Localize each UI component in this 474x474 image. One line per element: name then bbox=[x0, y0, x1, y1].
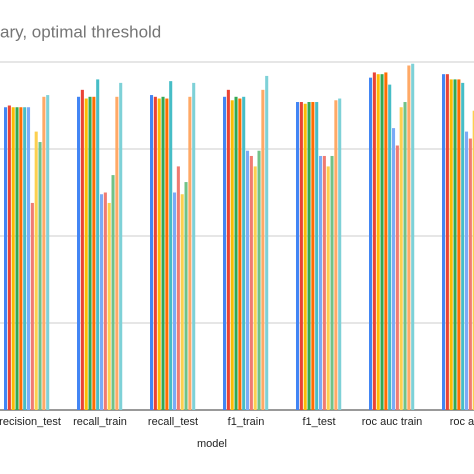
x-axis-label: model bbox=[197, 438, 227, 450]
bar bbox=[42, 96, 46, 411]
bar bbox=[380, 74, 384, 411]
bar bbox=[157, 98, 161, 410]
bar bbox=[176, 166, 180, 410]
bar bbox=[372, 72, 376, 410]
x-tick-label: roc auc train bbox=[362, 416, 423, 428]
bar bbox=[319, 155, 323, 410]
bar bbox=[115, 96, 119, 411]
bar bbox=[384, 72, 388, 410]
bar bbox=[445, 74, 449, 411]
bar bbox=[296, 102, 300, 411]
bar bbox=[246, 150, 250, 411]
bar bbox=[392, 128, 396, 410]
bar bbox=[403, 102, 407, 411]
bar bbox=[330, 155, 334, 410]
bar bbox=[226, 89, 230, 410]
bar bbox=[153, 96, 157, 411]
bar bbox=[107, 202, 111, 410]
bar bbox=[46, 95, 50, 410]
bar bbox=[23, 107, 27, 411]
bar bbox=[307, 102, 311, 411]
bar bbox=[453, 79, 457, 411]
bar bbox=[234, 96, 238, 411]
bar bbox=[472, 110, 474, 410]
bar bbox=[169, 81, 173, 410]
bar bbox=[192, 82, 196, 410]
bar bbox=[457, 79, 461, 411]
x-tick-label: f1_test bbox=[302, 416, 335, 428]
bar bbox=[150, 95, 154, 410]
bar bbox=[103, 192, 107, 410]
bar bbox=[257, 150, 261, 411]
bar bbox=[96, 79, 100, 411]
bar bbox=[399, 107, 403, 411]
bar bbox=[315, 102, 319, 411]
bar bbox=[376, 74, 380, 411]
x-tick-label: roc au bbox=[450, 416, 474, 428]
bar bbox=[468, 138, 472, 410]
bar bbox=[322, 155, 326, 410]
bar bbox=[111, 175, 115, 410]
bar bbox=[77, 96, 81, 411]
bar bbox=[100, 194, 104, 410]
bar bbox=[388, 84, 392, 411]
bar bbox=[311, 102, 315, 411]
bar bbox=[395, 145, 399, 410]
bar bbox=[334, 100, 338, 410]
x-tick-label: precision_test bbox=[0, 416, 61, 428]
x-tick-label: f1_train bbox=[228, 416, 265, 428]
bar bbox=[173, 192, 177, 410]
bar bbox=[461, 82, 465, 410]
bar bbox=[299, 102, 303, 411]
bar bbox=[15, 107, 19, 411]
bar bbox=[161, 96, 165, 411]
bar bbox=[303, 103, 307, 410]
chart-title: ary, optimal threshold bbox=[0, 22, 161, 41]
bar bbox=[449, 79, 453, 411]
bar bbox=[442, 74, 446, 411]
bar bbox=[88, 96, 92, 411]
bar bbox=[180, 194, 184, 410]
bar bbox=[80, 89, 84, 410]
bar bbox=[265, 75, 269, 411]
bar bbox=[27, 107, 31, 411]
bar bbox=[188, 96, 192, 411]
bar bbox=[34, 131, 38, 410]
bar bbox=[223, 96, 227, 411]
x-tick-label: recall_train bbox=[73, 416, 127, 428]
bar bbox=[238, 98, 242, 410]
bar bbox=[253, 166, 257, 410]
bar bbox=[407, 65, 411, 410]
bar bbox=[249, 155, 253, 410]
bar bbox=[326, 166, 330, 410]
bar bbox=[30, 202, 34, 410]
bar bbox=[4, 107, 8, 411]
bar bbox=[11, 107, 15, 411]
bar bbox=[184, 182, 188, 410]
bar bbox=[19, 107, 23, 411]
bar bbox=[165, 98, 169, 410]
x-tick-label: recall_test bbox=[148, 416, 198, 428]
bar bbox=[411, 63, 415, 411]
bar bbox=[84, 98, 88, 410]
bar bbox=[369, 77, 373, 410]
bar bbox=[338, 98, 342, 410]
bar bbox=[92, 96, 96, 411]
bar bbox=[7, 105, 11, 410]
bar bbox=[38, 142, 42, 411]
bar bbox=[261, 89, 265, 410]
bar bbox=[465, 131, 469, 410]
bar bbox=[242, 96, 246, 411]
bar bbox=[119, 82, 123, 410]
bar bbox=[230, 100, 234, 410]
